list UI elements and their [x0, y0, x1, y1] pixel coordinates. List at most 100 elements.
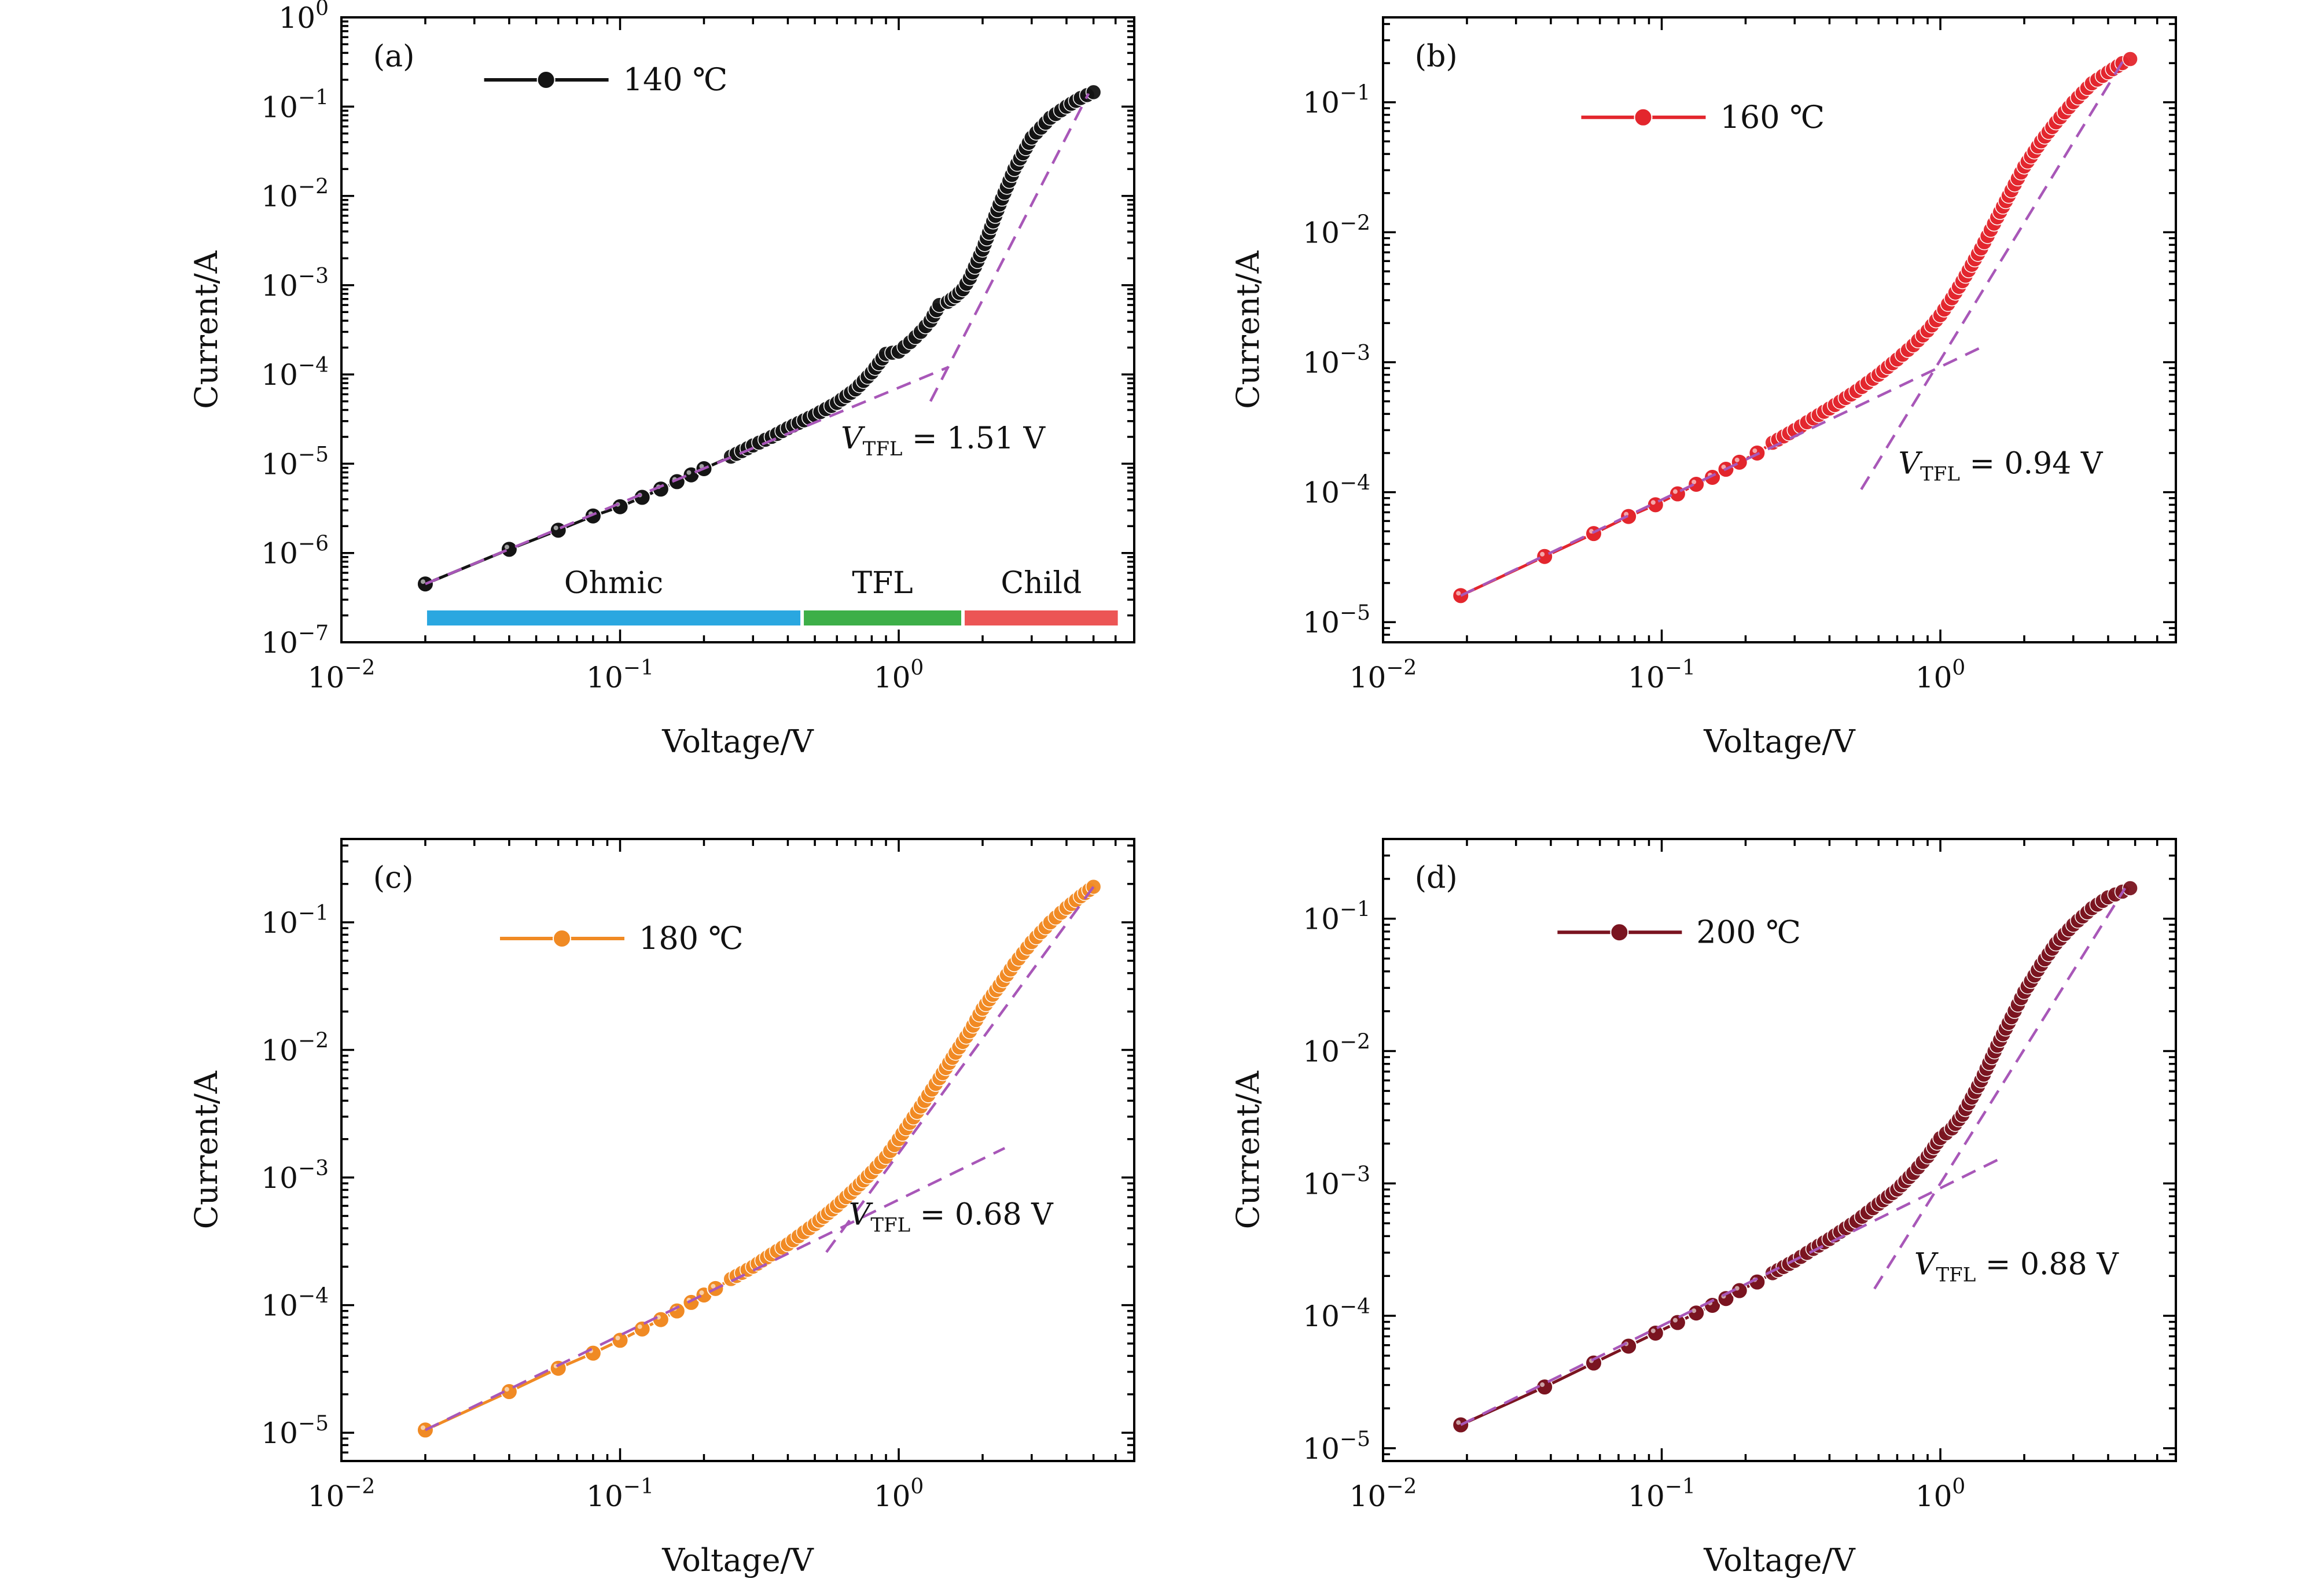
data-point: [1730, 453, 1748, 471]
y-tick-label: 10−2: [261, 1029, 329, 1068]
data-point-highlight: [615, 1335, 620, 1341]
x-tick-label: 100: [874, 1475, 924, 1513]
series-line: [1460, 57, 2131, 597]
data-point-highlight: [1672, 1318, 1678, 1323]
y-tick-label: 10−3: [261, 1157, 329, 1195]
plot-frame: [1382, 16, 2177, 643]
data-point-highlight: [1752, 448, 1757, 453]
data-point-highlight: [553, 525, 558, 531]
data-layer: [1452, 51, 2138, 605]
data-point-highlight: [504, 544, 509, 550]
data-point-highlight: [1691, 1308, 1697, 1313]
data-point: [2122, 51, 2138, 67]
x-tick-label: 10−1: [586, 656, 654, 694]
data-point: [1584, 1354, 1602, 1372]
data-layer: [416, 84, 1118, 625]
x-tick-label: 100: [874, 656, 924, 694]
panel-label: (c): [373, 861, 414, 896]
series-line: [1460, 886, 2131, 1426]
y-tick-label: 10−7: [261, 621, 329, 660]
fit-line-2: [1860, 57, 2127, 490]
x-tick-label: 10−2: [308, 1475, 376, 1513]
legend-marker: [1634, 108, 1653, 127]
chart-panel-4: 10−2 10−1 10010−510−410−310−210−1Voltage/V…: [1230, 838, 2177, 1578]
data-point-highlight: [1540, 1382, 1545, 1388]
y-tick-label: 100: [278, 0, 329, 35]
data-point-highlight: [711, 1283, 716, 1289]
data-point: [584, 1344, 602, 1362]
region-label-tfl: TFL: [852, 566, 913, 601]
y-tick-label: 10−2: [1303, 1031, 1370, 1069]
data-point: [633, 1320, 651, 1338]
fit-line-1: [1460, 1155, 2006, 1426]
data-point-highlight: [1691, 479, 1697, 484]
x-axis-label: Voltage/V: [1703, 1542, 1855, 1578]
data-point-highlight: [686, 470, 692, 475]
x-tick-label: 10−2: [1349, 656, 1417, 694]
x-tick-label: 10−1: [586, 1475, 654, 1513]
y-tick-label: 10−4: [261, 1285, 329, 1323]
legend-label: 200 ℃: [1696, 914, 1801, 950]
data-point: [1717, 1290, 1735, 1308]
series-markers: [1452, 51, 2138, 605]
y-tick-label: 10−5: [261, 443, 329, 481]
y-tick-label: 10−3: [1303, 1162, 1370, 1201]
y-tick-label: 10−5: [1303, 601, 1370, 639]
data-point: [1536, 547, 1554, 565]
fit-line-2: [929, 93, 1090, 402]
x-axis-label: Voltage/V: [1703, 723, 1855, 760]
y-tick-label: 10−4: [261, 354, 329, 392]
chart-panel-1: 10−2 10−1 100 10−7 10−6 10−5 10−4 10−3 10−2 10−1 1…: [188, 0, 1135, 760]
data-point-highlight: [1672, 489, 1678, 494]
x-tick-label: 10−2: [308, 656, 376, 694]
chart-panel-3: 10−2 10−1 10010−510−410−310−210−1Voltage/V…: [188, 838, 1135, 1578]
legend-label: 140 ℃: [623, 61, 728, 98]
data-point: [1085, 84, 1102, 101]
y-tick-label: 10−3: [1303, 341, 1370, 380]
fit-line-2: [825, 886, 1095, 1253]
fit-line-1: [425, 366, 948, 586]
panel-label: (d): [1415, 861, 1458, 896]
x-tick-label: 10−2: [1349, 1475, 1417, 1513]
data-point: [2122, 880, 2138, 896]
data-point-highlight: [1456, 591, 1461, 596]
data-point-highlight: [699, 1290, 704, 1296]
data-point-highlight: [420, 1425, 425, 1430]
legend: 180 ℃: [500, 920, 744, 956]
legend-label: 160 ℃: [1720, 99, 1825, 135]
data-point: [1646, 1324, 1664, 1342]
y-tick-label: 10−2: [1303, 211, 1370, 249]
fit-line-2: [1873, 887, 2127, 1290]
data-point-highlight: [1650, 500, 1656, 505]
panel-label: (b): [1415, 39, 1458, 74]
data-point-highlight: [1650, 1328, 1656, 1333]
y-tick-label: 10−3: [261, 264, 329, 303]
fit-line-1: [424, 1147, 1006, 1432]
y-tick-label: 10−1: [261, 86, 329, 124]
region-bar-child: [965, 610, 1118, 625]
data-point: [1704, 468, 1722, 486]
x-tick-label: 100: [1915, 1475, 1966, 1513]
legend-marker: [1610, 923, 1629, 942]
region-label-child: Child: [1001, 566, 1082, 601]
data-point-highlight: [1540, 551, 1545, 557]
x-axis-label: Voltage/V: [661, 723, 814, 760]
data-point-highlight: [420, 579, 425, 584]
data-point-highlight: [637, 1324, 642, 1329]
data-layer: [416, 878, 1102, 1439]
y-tick-label: 10−1: [1303, 82, 1370, 120]
x-axis-label: Voltage/V: [661, 1542, 814, 1578]
region-bar-tfl: [804, 610, 962, 625]
y-tick-label: 10−5: [261, 1412, 329, 1450]
plot-frame: [340, 838, 1135, 1462]
vtfl-annotation: VTFL = 1.51 V: [841, 421, 1046, 461]
data-point: [584, 507, 602, 525]
x-tick-label: 10−1: [1628, 656, 1696, 694]
data-point: [1687, 475, 1705, 493]
series-markers: [416, 878, 1102, 1439]
legend-marker: [536, 71, 556, 89]
chart-panel-2: 10−2 10−1 10010−510−410−310−210−1Voltage/V…: [1230, 16, 2177, 760]
vtfl-annotation: VTFL = 0.94 V: [1899, 446, 2104, 485]
vtfl-annotation: VTFL = 0.88 V: [1914, 1248, 2119, 1287]
